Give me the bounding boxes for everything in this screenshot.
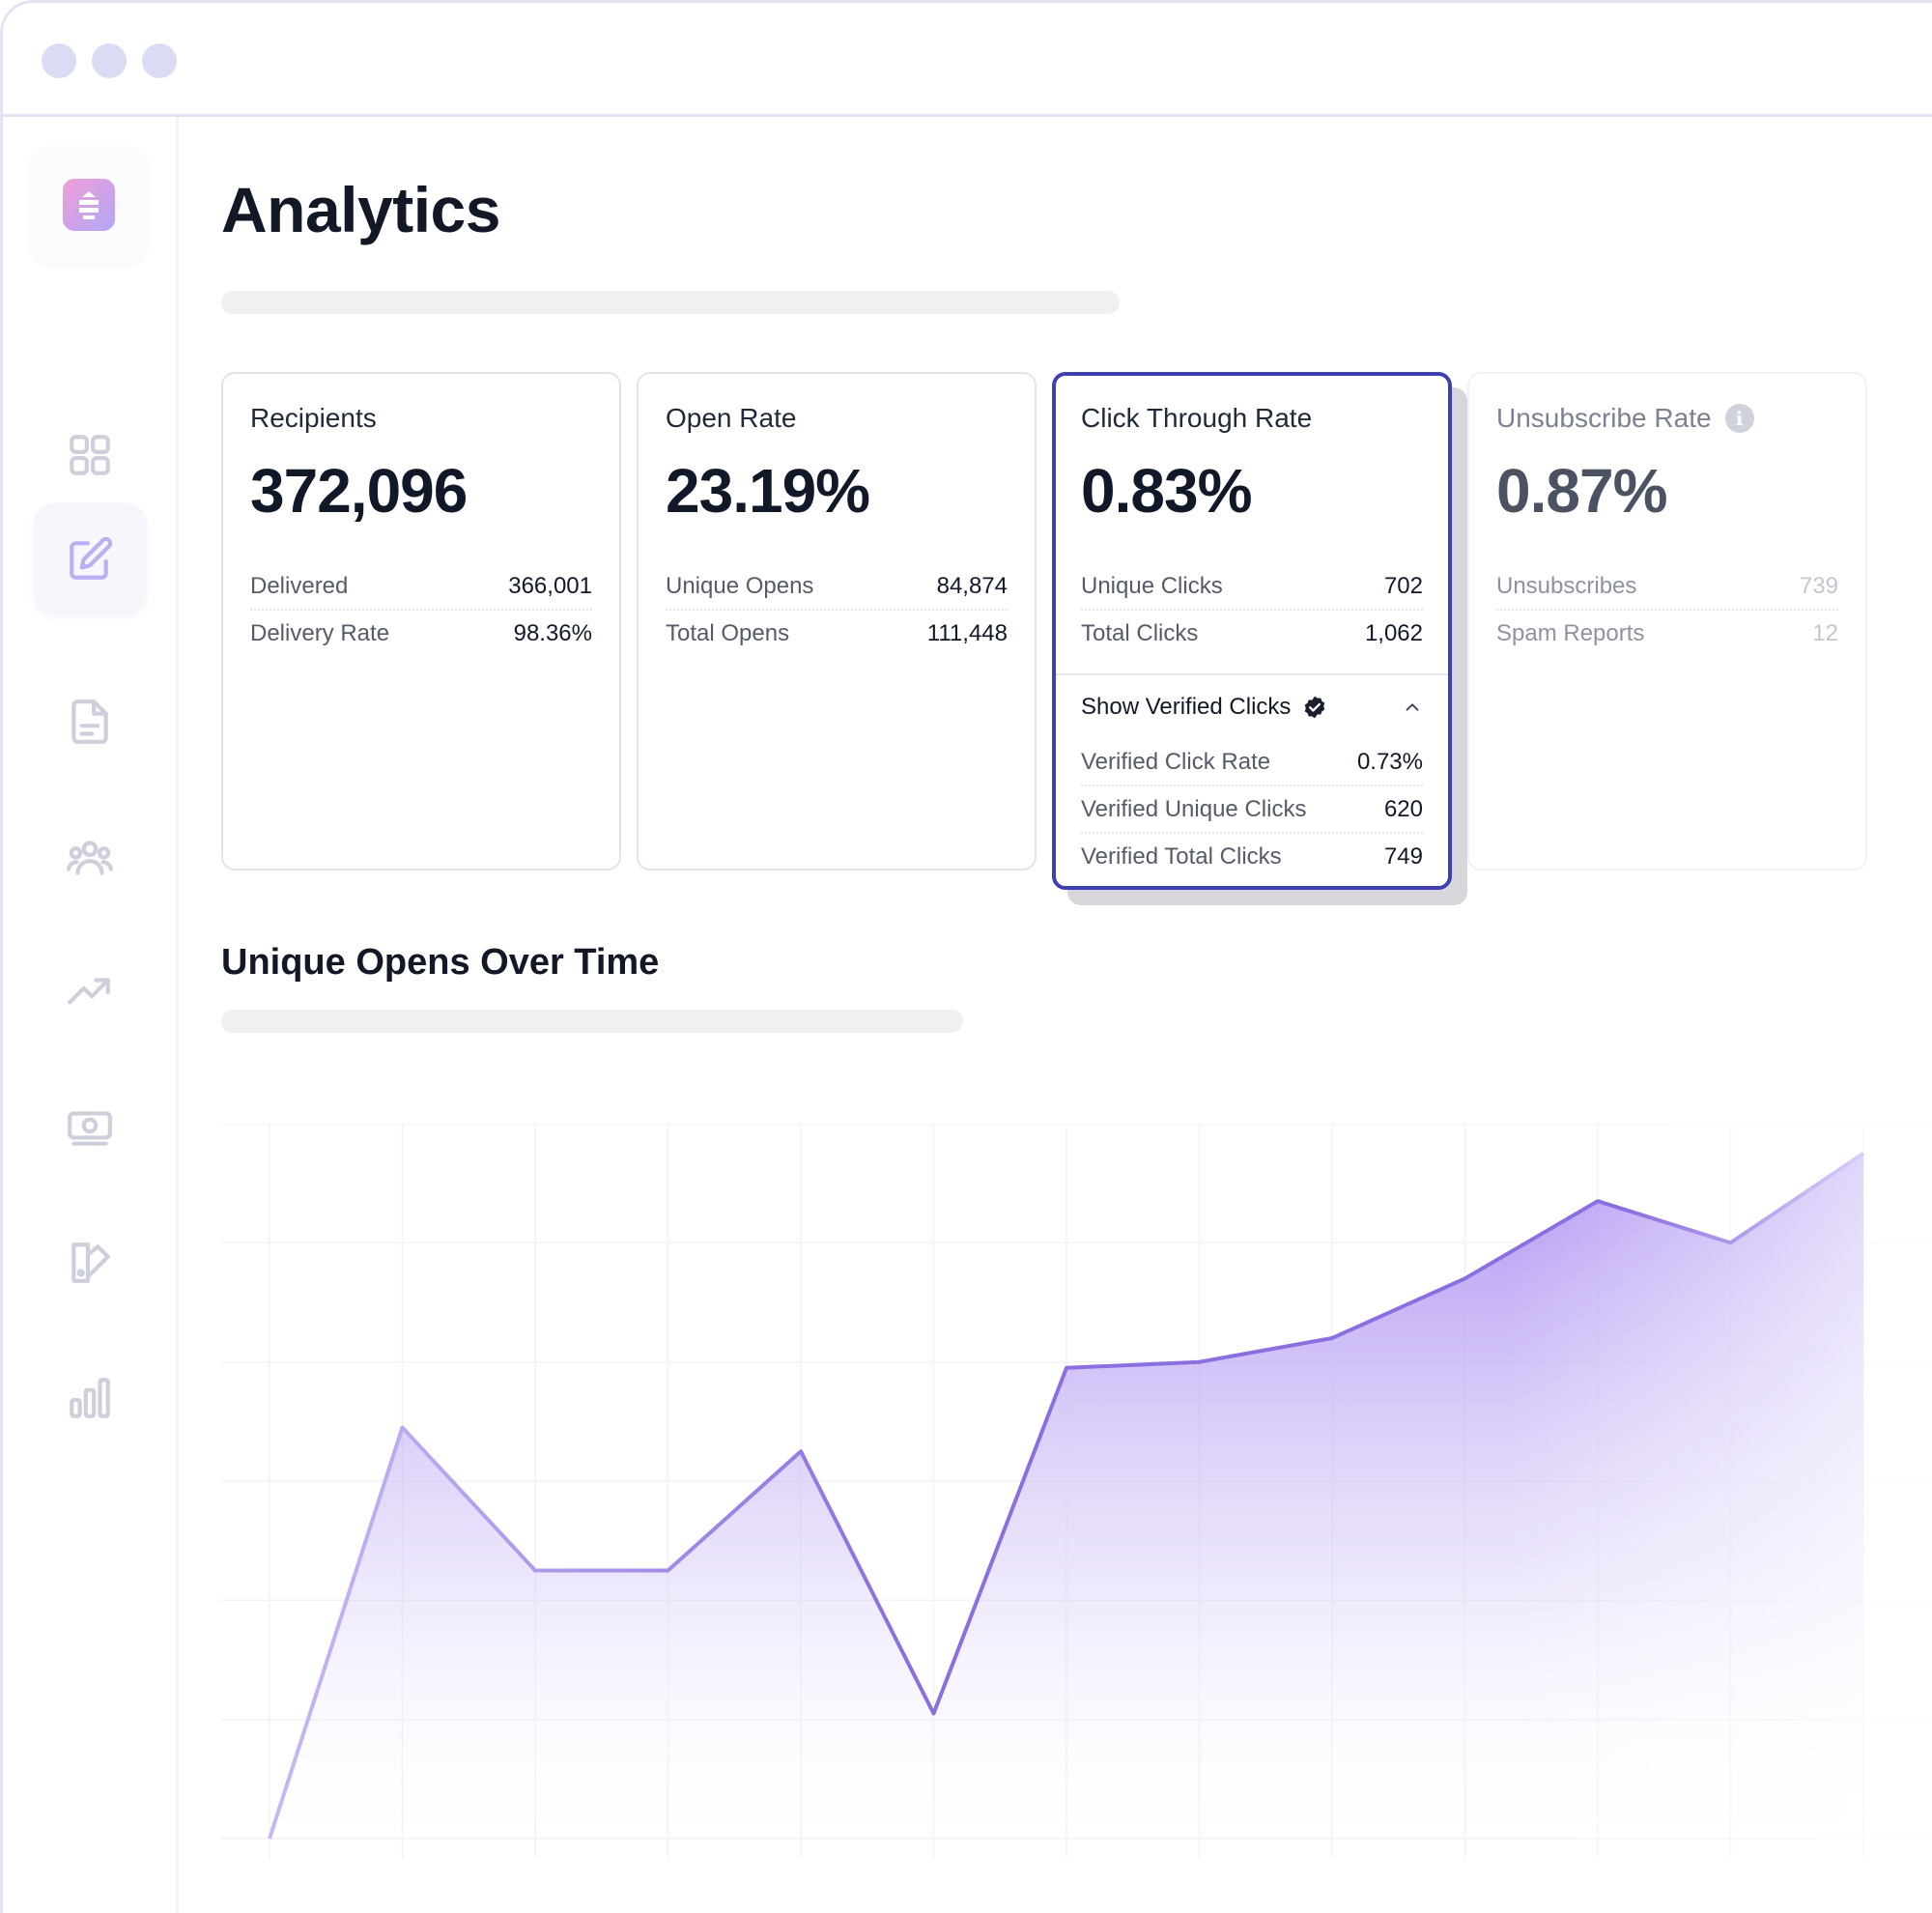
stat-value: 620 <box>1383 795 1423 822</box>
card-label: Recipients <box>250 403 377 433</box>
sidebar-item-dashboard[interactable] <box>34 399 146 511</box>
info-icon[interactable]: i <box>1724 404 1754 433</box>
card-value: 0.83% <box>1081 456 1252 526</box>
sidebar-item-audience[interactable] <box>34 801 146 913</box>
stat-value: 1,062 <box>1364 619 1423 646</box>
dashboard-grid-icon <box>70 435 110 475</box>
logo-tile[interactable] <box>30 146 148 264</box>
unsubscribe-rate-card[interactable]: Unsubscribe Rate i 0.87% Unsubscribes 739… <box>1467 372 1867 871</box>
chart-section-title: Unique Opens Over Time <box>221 942 660 983</box>
stat-label: Delivered <box>250 572 349 599</box>
unique-opens-chart <box>221 1124 1932 1858</box>
data-points <box>269 1153 1864 1840</box>
sidebar-item-compose[interactable] <box>34 503 146 615</box>
bar-chart-icon <box>70 1378 110 1418</box>
sidebar <box>3 117 179 1913</box>
stat-label: Verified Total Clicks <box>1081 842 1282 870</box>
stat-label: Unique Opens <box>666 572 814 599</box>
trending-up-icon <box>68 978 110 1005</box>
stat-row: Unique Opens 84,874 <box>666 563 1008 611</box>
card-value: 0.87% <box>1496 456 1667 526</box>
stat-row: Total Opens 111,448 <box>666 611 1008 656</box>
stat-label: Verified Click Rate <box>1081 748 1271 775</box>
verified-badge-icon <box>1305 696 1325 719</box>
card-label: Open Rate <box>666 403 797 433</box>
stat-label: Total Opens <box>666 619 790 646</box>
card-label-text: Unsubscribe Rate <box>1496 403 1712 433</box>
stat-label: Unique Clicks <box>1081 572 1223 599</box>
window-minimize-dot[interactable] <box>92 43 127 78</box>
card-label: Unsubscribe Rate i <box>1496 403 1754 434</box>
stat-row: Total Clicks 1,062 <box>1081 611 1423 656</box>
stat-value: 84,874 <box>936 572 1008 599</box>
sidebar-item-growth[interactable] <box>34 936 146 1048</box>
stat-row: Delivered 366,001 <box>250 563 592 611</box>
verified-clicks-panel: Show Verified Clicks Verified Click Rate… <box>1056 673 1448 879</box>
stat-value: 12 <box>1812 619 1838 646</box>
recipients-card[interactable]: Recipients 372,096 Delivered 366,001 Deli… <box>221 372 621 871</box>
card-value: 372,096 <box>250 456 468 526</box>
open-rate-card[interactable]: Open Rate 23.19% Unique Opens 84,874 Tota… <box>637 372 1037 871</box>
brand-logo-icon <box>63 179 115 231</box>
title-skeleton-bar <box>221 291 1120 314</box>
sidebar-item-monetize[interactable] <box>34 1071 146 1184</box>
stat-value: 111,448 <box>926 619 1008 646</box>
title-bar <box>3 3 1932 117</box>
window-close-dot[interactable] <box>42 43 76 78</box>
stat-value: 366,001 <box>508 572 592 599</box>
stat-row: Verified Click Rate 0.73% <box>1081 739 1423 786</box>
card-stats: Unique Opens 84,874 Total Opens 111,448 <box>666 563 1008 656</box>
stat-value: 98.36% <box>513 619 592 646</box>
chart-fade-overlay <box>221 1124 1932 1858</box>
audience-icon <box>67 841 113 875</box>
show-verified-clicks-toggle[interactable]: Show Verified Clicks <box>1081 675 1423 739</box>
stat-value: 749 <box>1383 842 1423 870</box>
stat-row: Spam Reports 12 <box>1496 611 1838 656</box>
sidebar-item-design[interactable] <box>34 1207 146 1319</box>
money-icon <box>68 1111 112 1146</box>
card-stats: Unique Clicks 702 Total Clicks 1,062 <box>1081 563 1423 656</box>
stat-row: Unique Clicks 702 <box>1081 563 1423 611</box>
stat-row: Verified Unique Clicks 620 <box>1081 786 1423 834</box>
chevron-up-icon[interactable] <box>1402 697 1423 718</box>
stat-row: Verified Total Clicks 749 <box>1081 834 1423 879</box>
edit-icon <box>70 536 113 580</box>
sidebar-item-posts[interactable] <box>34 666 146 778</box>
verified-toggle-label: Show Verified Clicks <box>1081 694 1292 720</box>
sidebar-item-reports[interactable] <box>34 1342 146 1454</box>
design-icon <box>71 1242 110 1283</box>
card-stats: Delivered 366,001 Delivery Rate 98.36% <box>250 563 592 656</box>
card-value: 23.19% <box>666 456 870 526</box>
window-maximize-dot[interactable] <box>142 43 177 78</box>
page-title: Analytics <box>221 174 500 245</box>
card-stats: Unsubscribes 739 Spam Reports 12 <box>1496 563 1838 656</box>
stat-row: Delivery Rate 98.36% <box>250 611 592 656</box>
stat-label: Total Clicks <box>1081 619 1199 646</box>
chart-skeleton-bar <box>221 1010 963 1033</box>
stat-value: 739 <box>1799 572 1838 599</box>
stat-label: Unsubscribes <box>1496 572 1637 599</box>
stat-label: Verified Unique Clicks <box>1081 795 1307 822</box>
stat-label: Spam Reports <box>1496 619 1645 646</box>
stat-row: Unsubscribes 739 <box>1496 563 1838 611</box>
document-icon <box>71 700 108 744</box>
stat-value: 702 <box>1383 572 1423 599</box>
stat-label: Delivery Rate <box>250 619 390 646</box>
stat-value: 0.73% <box>1356 748 1423 775</box>
click-through-rate-card[interactable]: Click Through Rate 0.83% Unique Clicks 70… <box>1052 372 1452 890</box>
card-label: Click Through Rate <box>1081 403 1313 433</box>
